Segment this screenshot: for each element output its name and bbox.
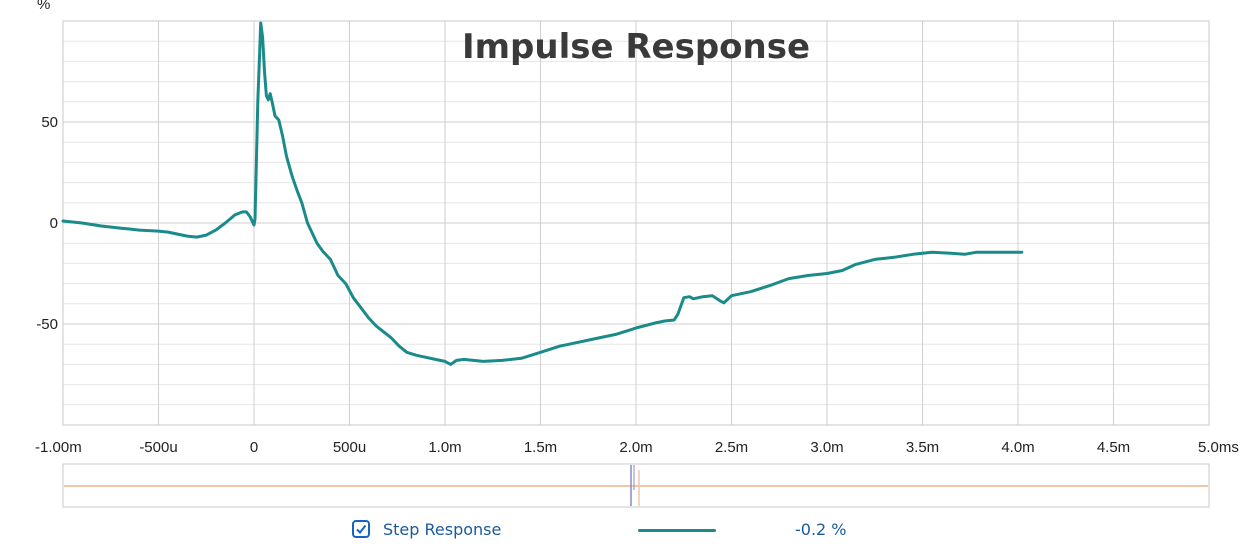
x-tick-label: 4.5m [1097, 439, 1130, 456]
x-tick-label: 2.0m [619, 439, 652, 456]
y-tick-label: 50 [41, 114, 58, 131]
legend-line-swatch [638, 529, 716, 532]
plot-grid [62, 21, 1210, 425]
x-tick-label: 500u [333, 439, 366, 456]
overview-strip[interactable] [62, 463, 1210, 508]
y-tick-label: 0 [50, 215, 58, 232]
step-response-line [61, 21, 1024, 366]
checkmark-icon [356, 524, 367, 535]
y-axis-unit-label: % [37, 0, 50, 13]
legend-series-label[interactable]: Step Response [383, 520, 502, 539]
x-tick-label: -1.00m [35, 439, 82, 456]
plot-border [62, 20, 1210, 426]
x-tick-label: 3.0m [810, 439, 843, 456]
x-tick-label: 1.0m [428, 439, 461, 456]
x-axis-ticks: -1.00m -500u 0 500u 1.0m 1.5m 2.0m 2.5m 3.0m 3.5m… [35, 439, 1239, 456]
x-tick-label: 1.5m [524, 439, 557, 456]
legend-cursor-value: -0.2 % [795, 520, 847, 539]
x-tick-label: -500u [139, 439, 177, 456]
y-axis-ticks: 50 0 -50 [36, 114, 58, 333]
y-tick-label: -50 [36, 316, 58, 333]
legend: Step Response -0.2 % [352, 519, 912, 545]
x-tick-label: 4.0m [1001, 439, 1034, 456]
step-response-checkbox[interactable] [352, 520, 370, 538]
chart-title: Impulse Response [462, 27, 810, 67]
x-tick-label: 5.0ms [1198, 439, 1239, 456]
x-tick-label: 2.5m [715, 439, 748, 456]
x-tick-label: 0 [250, 439, 258, 456]
x-tick-label: 3.5m [906, 439, 939, 456]
